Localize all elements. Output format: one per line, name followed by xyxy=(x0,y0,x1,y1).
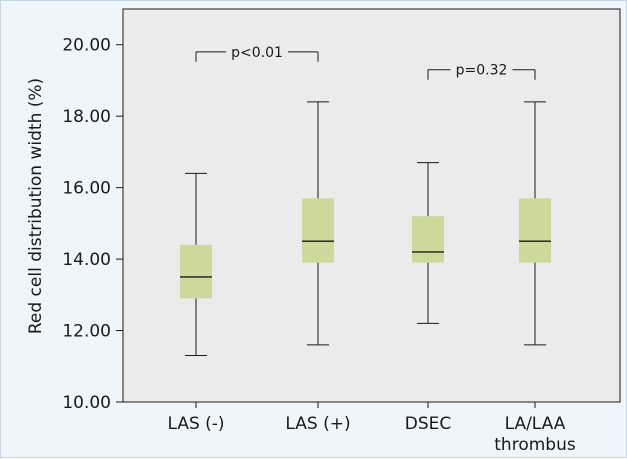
box-group xyxy=(412,162,444,324)
x-category-label: LA/LAA xyxy=(505,414,566,434)
x-category-label: LAS (-) xyxy=(167,414,224,434)
y-axis-title: Red cell distribution width (%) xyxy=(26,78,46,334)
y-tick-label: 20.00 xyxy=(62,36,111,56)
p-value-label: p<0.01 xyxy=(231,45,283,61)
y-axis: 10.00 12.00 14.00 16.00 18.00 20.00 xyxy=(62,36,123,413)
box-group xyxy=(180,172,212,357)
x-category-label: thrombus xyxy=(494,435,576,455)
y-tick-label: 10.00 xyxy=(62,393,111,413)
x-category-label: DSEC xyxy=(405,414,452,434)
significance-bracket: p=0.32 xyxy=(427,63,536,80)
y-tick-label: 12.00 xyxy=(62,322,111,342)
iqr-box xyxy=(180,244,212,299)
box-group xyxy=(302,101,334,346)
y-tick-label: 14.00 xyxy=(62,250,111,270)
x-category-label: LAS (+) xyxy=(285,414,350,434)
significance-bracket: p<0.01 xyxy=(195,45,319,62)
iqr-box xyxy=(412,216,444,263)
iqr-box xyxy=(519,198,551,263)
y-tick-label: 16.00 xyxy=(62,179,111,199)
iqr-box xyxy=(302,198,334,263)
boxes xyxy=(180,101,551,357)
y-tick-label: 18.00 xyxy=(62,107,111,127)
annotations: p<0.01 p=0.32 xyxy=(195,45,536,80)
box-group xyxy=(519,101,551,346)
p-value-label: p=0.32 xyxy=(456,63,508,79)
